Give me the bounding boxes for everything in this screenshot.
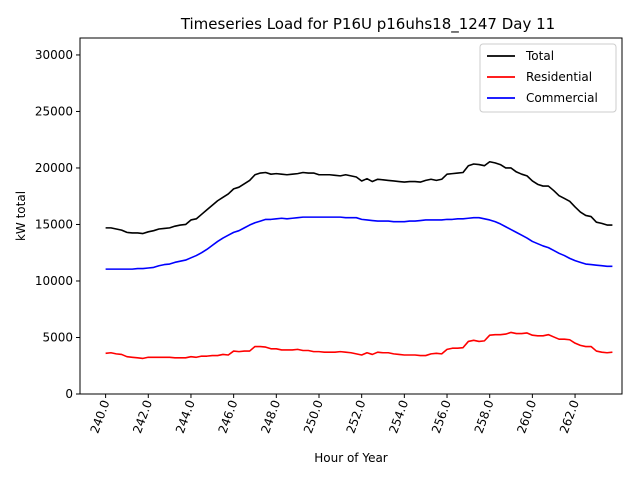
x-tick-label: 262.0 xyxy=(557,398,582,435)
y-tick-label: 30000 xyxy=(35,48,73,62)
y-tick-label: 25000 xyxy=(35,104,73,118)
y-axis-label: kW total xyxy=(14,191,28,241)
x-tick-label: 242.0 xyxy=(130,398,155,435)
x-axis-label: Hour of Year xyxy=(314,451,388,465)
x-tick-label: 240.0 xyxy=(88,398,113,435)
x-tick-label: 254.0 xyxy=(386,398,411,435)
y-tick-label: 15000 xyxy=(35,217,73,231)
y-tick-label: 10000 xyxy=(35,274,73,288)
series-line-residential xyxy=(105,331,613,360)
chart-title: Timeseries Load for P16U p16uhs18_1247 D… xyxy=(180,15,555,34)
series-line-commercial xyxy=(105,216,613,270)
x-tick-label: 244.0 xyxy=(173,398,198,435)
x-tick-label: 246.0 xyxy=(216,398,241,435)
legend-label-commercial: Commercial xyxy=(526,91,598,105)
legend-label-total: Total xyxy=(525,49,554,63)
y-tick-label: 5000 xyxy=(42,330,73,344)
series-line-total xyxy=(105,160,613,235)
plot-frame xyxy=(79,37,623,395)
legend-box xyxy=(479,43,617,113)
x-tick-label: 258.0 xyxy=(472,398,497,435)
x-tick-label: 260.0 xyxy=(514,398,539,435)
legend-items: Total Residential Commercial xyxy=(487,49,598,105)
y-tick-label: 0 xyxy=(65,387,73,401)
x-tick-label: 252.0 xyxy=(344,398,369,435)
y-tick-label: 20000 xyxy=(35,161,73,175)
legend-label-residential: Residential xyxy=(526,70,592,84)
legend: Total Residential Commercial xyxy=(479,43,617,113)
x-axis-ticks: 240.0 242.0 244.0 246.0 248.0 250.0 252.0 254.0… xyxy=(88,394,582,435)
series-layer xyxy=(105,160,613,360)
x-tick-label: 250.0 xyxy=(301,398,326,435)
x-tick-label: 256.0 xyxy=(429,398,454,435)
x-tick-label: 248.0 xyxy=(258,398,283,435)
y-axis-ticks: 0 5000 10000 15000 20000 25000 30000 xyxy=(35,48,80,401)
